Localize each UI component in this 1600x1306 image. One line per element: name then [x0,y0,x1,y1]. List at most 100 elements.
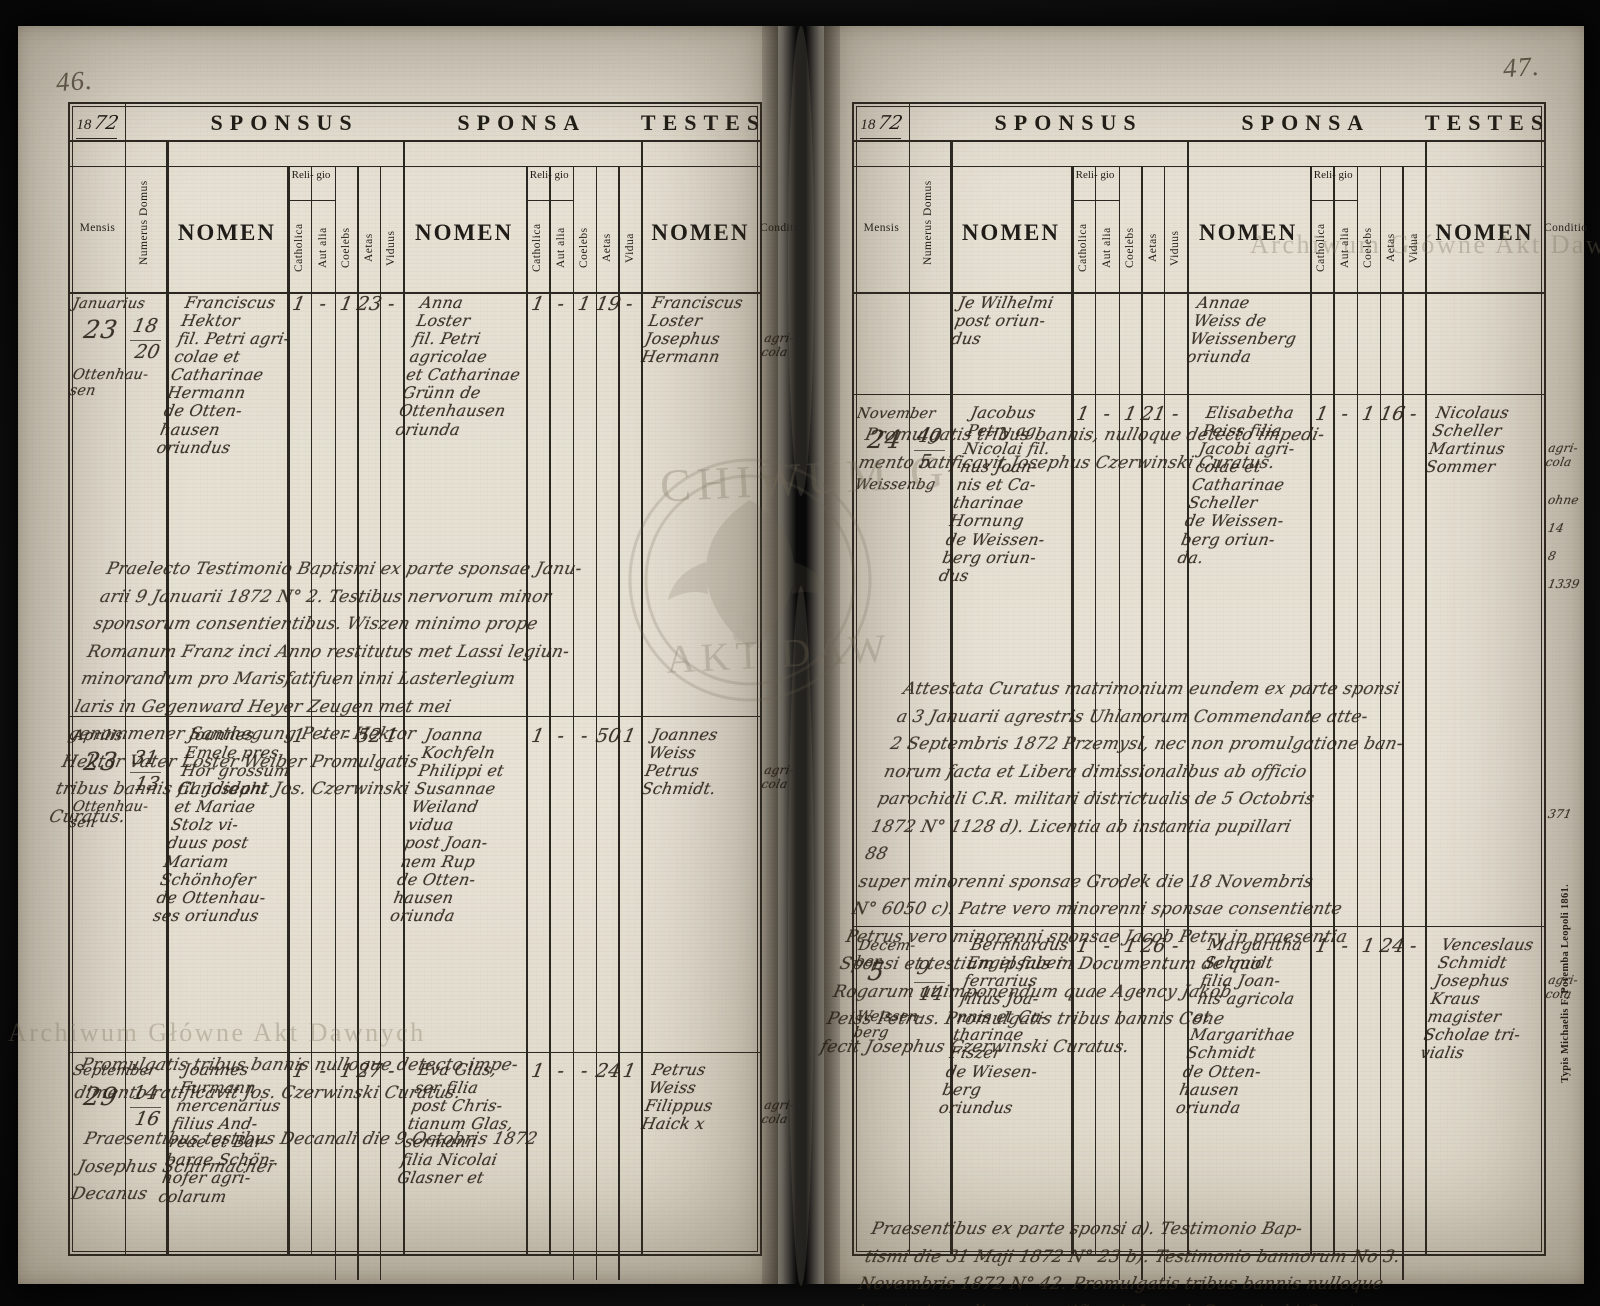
narrative-note: Praelecto Testimonio Baptismi ex parte s… [47,559,584,827]
header-year: 1872 [860,112,905,134]
printer-imprint: Typis Michaelis F. Poremba Leopoli 1861. [1560,884,1571,1083]
header-coelebs-sponsus: Coelebs [1124,227,1136,269]
folio-number-left: 46. [54,64,94,98]
table-vrule [402,140,406,1254]
table-hrule [70,166,760,168]
header-nomen-sponsus: NOMEN [177,220,276,245]
table-hrule [854,292,1544,295]
table-vrule [595,166,597,1280]
domus-divider [913,450,946,452]
header-group-testes: TESTES [1424,110,1551,135]
header-coelebs-sponsa: Coelebs [578,227,591,269]
register-table-right: SPONSUS SPONSA TESTES 1872 Mensis Numerus Dom… [819,102,1587,1306]
header-coelebs-sponsus: Coelebs [340,227,352,269]
header-nomen-sponsa: NOMEN [415,220,514,245]
header-aetas-sponsa: Aetas [1384,233,1397,263]
table-vrule [950,140,953,1254]
table-vrule [287,166,290,1254]
header-catholica-sponsa: Catholica [531,223,544,273]
table-hrule [70,292,760,295]
folio-number-right: 47. [1502,50,1541,84]
header-aetas-sponsus: Aetas [362,233,375,263]
entry-domus-a: 18 [130,315,160,337]
header-numerus-domus: Numerus Domus [921,180,934,266]
header-aut-alia-sponsa: Aut alia [555,227,568,269]
table-vrule [1544,140,1547,1254]
table-vrule [1186,140,1190,1254]
domus-divider [129,340,162,342]
entry-sponsus-name: Je Wilhelmi post oriun- dus [950,293,1056,349]
table-vrule [1164,166,1166,1280]
row-separator [70,716,760,718]
table-vrule [1424,140,1428,1254]
table-vrule [1118,166,1121,1280]
table-vrule [549,166,551,1254]
year-underline [860,138,901,140]
open-register-book: 46. SPONSUS SPONSA TESTES 1872 Mensis Numerus… [18,26,1587,1306]
header-viduus-sponsus: Viduus [385,230,398,266]
entry-testes-name: Franciscus Loster Josephus Hermann [639,293,745,367]
narrative-note: Attestata Curatus matrimonium eundem ex … [818,679,1406,1057]
header-catholica-sponsus: Catholica [1077,223,1090,273]
header-nomen-testes: NOMEN [651,220,750,245]
header-group-sponsus: SPONSUS [994,110,1143,135]
header-aetas-sponsa: Aetas [600,233,613,263]
header-aut-alia-sponsus: Aut alia [1100,227,1113,269]
entry-locus: Weissenbg [853,477,937,493]
religio-label-sponsus: Reli- gio [291,169,331,181]
header-nomen-sponsa: NOMEN [1199,220,1298,245]
row-separator [854,926,1544,928]
table-vrule [380,166,382,1280]
entry-day: 23 [81,315,121,344]
table-vrule [908,104,911,1254]
margin-note: 8 [1546,549,1558,563]
header-viduus-sponsus: Viduus [1169,230,1182,266]
header-catholica-sponsa: Catholica [1315,223,1328,273]
table-vrule [357,166,359,1280]
header-catholica-sponsus: Catholica [293,223,306,273]
margin-note: 371 [1546,807,1574,821]
domus-divider [913,982,946,984]
table-vrule [1141,166,1143,1280]
margin-note: 14 [1546,521,1566,535]
table-vrule [1071,166,1074,1254]
header-mensis: Mensis [863,222,900,234]
narrative-note: Promulgatis tribus bannis nulloque detec… [72,1055,521,1103]
table-hrule [70,140,760,143]
table-vrule [1309,166,1312,1254]
year-underline [76,138,117,140]
header-coelebs-sponsa: Coelebs [1362,227,1375,269]
table-vrule [1356,166,1359,1280]
right-page: 47. SPONSUS SPONSA TESTES 1872 Mensis Numerus… [819,26,1587,1306]
religio-underline [1309,200,1357,202]
table-hrule [854,140,1544,143]
table-vrule [640,140,644,1254]
header-vidua-sponsa: Vidua [623,233,636,263]
header-mensis: Mensis [79,222,116,234]
table-vrule [572,166,575,1280]
domus-divider [129,1107,162,1109]
book-spine-gutter [762,26,840,1286]
table-vrule [618,166,620,1280]
table-vrule [1333,166,1335,1254]
left-page: 46. SPONSUS SPONSA TESTES 1872 Mensis Numerus… [18,26,803,1284]
entry-conditio: agri- cola [1544,441,1580,469]
religio-underline [525,200,573,202]
header-group-testes: TESTES [640,110,767,135]
register-table-left: SPONSUS SPONSA TESTES 1872 Mensis Numerus Dom… [47,102,803,1280]
religio-label-sponsa: Reli- gio [529,169,569,181]
entry-locus: Ottenhau- sen [68,367,150,399]
entry-mensis: Januarius [71,296,147,312]
margin-note: 1339 [1546,577,1581,591]
spine-shadow-bottom [788,586,814,1286]
table-vrule [1095,166,1097,1254]
header-aetas-sponsus: Aetas [1146,233,1159,263]
header-nomen-sponsus: NOMEN [961,220,1060,245]
entry-sponsa-name: Annae Weiss de Weissenberg oriunda [1184,293,1298,367]
domus-divider [129,772,162,774]
header-aut-alia-sponsa: Aut alia [1339,227,1352,269]
entry-mensis: November [855,406,937,422]
row-separator [854,394,1544,396]
row-separator [70,1052,760,1054]
